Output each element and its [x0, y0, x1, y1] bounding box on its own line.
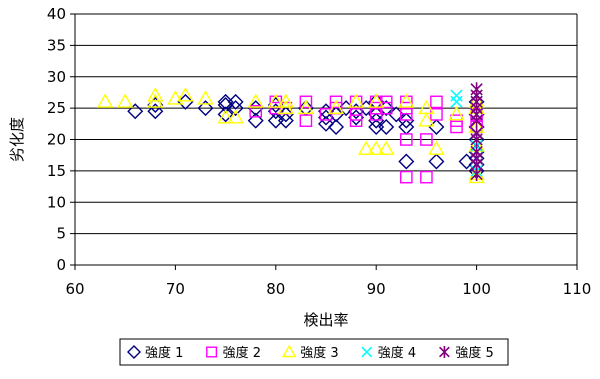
grid-lines: [75, 13, 577, 266]
data-point-3: [468, 168, 485, 184]
legend-marker-1: [127, 345, 141, 359]
y-tick-label: 20: [47, 131, 66, 149]
y-tick-label: 0: [56, 256, 66, 274]
data-point-2: [400, 170, 413, 184]
data-point-3: [398, 93, 415, 108]
x-tick-label: 70: [166, 280, 185, 298]
legend-label-5: 強度 5: [455, 345, 493, 361]
x-tick-label: 80: [266, 280, 285, 298]
data-point-3: [267, 93, 285, 108]
x-tick-label: 110: [563, 280, 592, 298]
series-3: [96, 87, 485, 184]
data-point-3: [378, 140, 395, 155]
data-point-3: [167, 90, 184, 105]
data-point-3: [418, 112, 435, 127]
data-point-3: [96, 93, 114, 108]
data-point-2: [420, 133, 433, 146]
data-point-3: [177, 87, 194, 102]
data-point-1: [398, 153, 415, 170]
tick-labels: 0 5 10 15 20 25 30 35 40 60 70 80 90 100 110: [47, 5, 591, 298]
axes: [70, 13, 578, 270]
data-point-1: [247, 112, 264, 129]
x-tick-label: 90: [367, 280, 386, 298]
data-point-3: [347, 93, 365, 108]
data-point-1: [328, 118, 345, 135]
data-point-2: [430, 108, 443, 121]
data-point-4: [450, 89, 463, 102]
data-point-3: [367, 93, 385, 108]
data-point-1: [398, 112, 415, 129]
data-point-4: [450, 95, 463, 109]
data-point-2: [329, 95, 343, 109]
data-point-1: [277, 112, 294, 129]
legend-label-1: 強度 1: [145, 345, 183, 361]
series-5: [470, 82, 483, 182]
data-point-3: [418, 99, 435, 115]
data-point-3: [116, 93, 134, 108]
y-tick-label: 25: [47, 99, 66, 117]
data-point-1: [428, 153, 445, 170]
data-point-3: [357, 140, 375, 155]
data-point-3: [247, 93, 264, 108]
data-point-3: [227, 109, 244, 124]
data-point-1: [378, 118, 395, 135]
data-point-3: [428, 140, 445, 155]
data-point-1: [318, 115, 334, 132]
data-point-3: [327, 99, 345, 115]
legend-label-2: 強度 2: [223, 345, 261, 361]
data-point-3: [367, 140, 385, 155]
data-point-3: [147, 87, 164, 102]
legend-marker-3: [281, 344, 297, 358]
legend-marker-5: [439, 346, 450, 358]
data-point-1: [227, 93, 244, 110]
data-point-3: [197, 90, 214, 105]
legend-marker-2: [206, 346, 218, 358]
legend: 強度 1 強度 2 強度 3 強度 4 強度 5: [119, 338, 509, 366]
data-point-5: [470, 126, 483, 141]
y-tick-label: 15: [47, 162, 66, 180]
y-tick-label: 35: [47, 36, 66, 54]
data-point-5: [470, 145, 483, 160]
data-point-2: [299, 114, 313, 127]
legend-label-3: 強度 3: [300, 345, 338, 361]
data-point-3: [297, 99, 315, 115]
y-tick-label: 10: [47, 193, 66, 211]
x-tick-label: 60: [65, 280, 84, 298]
legend-marker-4: [361, 346, 373, 358]
data-point-1: [227, 100, 244, 117]
data-point-2: [349, 108, 363, 121]
data-point-1: [147, 103, 164, 120]
data-point-2: [249, 104, 263, 118]
data-point-3: [448, 105, 465, 121]
data-point-1: [217, 106, 234, 123]
y-axis-title: 劣化度: [8, 117, 26, 162]
data-point-2: [420, 170, 433, 184]
y-tick-label: 30: [47, 68, 66, 86]
data-point-1: [177, 93, 194, 110]
data-point-3: [217, 109, 234, 124]
y-tick-label: 40: [47, 5, 66, 23]
data-point-1: [368, 112, 385, 129]
data-point-2: [400, 133, 413, 146]
data-point-2: [450, 114, 463, 127]
data-points: [96, 82, 485, 184]
data-point-2: [299, 95, 313, 109]
data-point-2: [430, 95, 443, 109]
data-point-1: [127, 103, 144, 120]
data-point-5: [470, 82, 483, 97]
x-axis-title: 検出率: [303, 311, 348, 329]
x-tick-label: 100: [462, 280, 491, 298]
data-point-3: [277, 93, 295, 108]
data-point-1: [428, 118, 445, 135]
y-tick-label: 5: [56, 225, 66, 243]
legend-label-4: 強度 4: [378, 345, 416, 361]
data-point-1: [197, 100, 214, 117]
